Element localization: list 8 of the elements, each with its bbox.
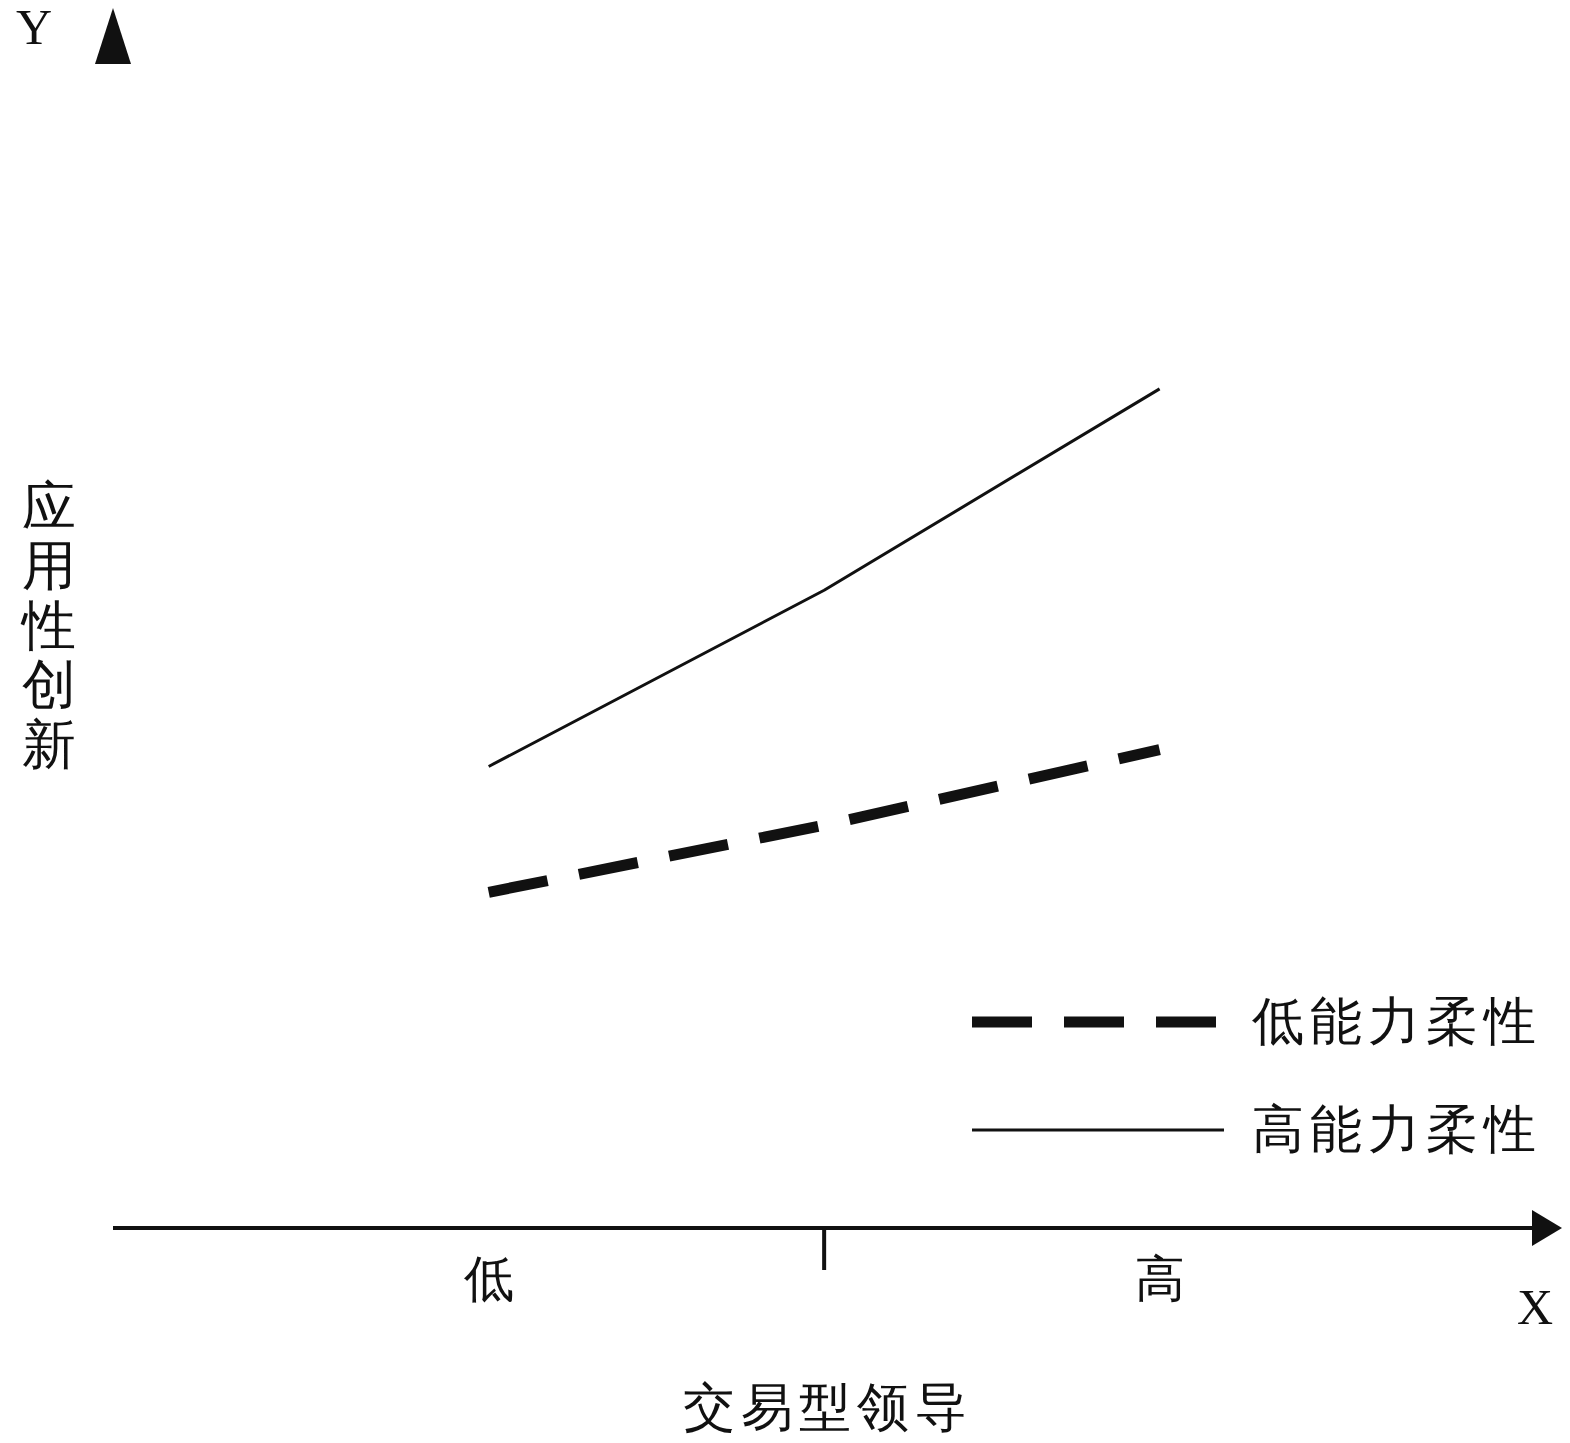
legend-label: 低能力柔性 bbox=[1252, 992, 1542, 1052]
text: X bbox=[1517, 1278, 1554, 1336]
x-tick-label: 高 bbox=[1134, 1251, 1185, 1307]
y-axis-title: 应用性创新 bbox=[22, 477, 77, 775]
x-tick-label: 低 bbox=[463, 1251, 514, 1307]
text: Y bbox=[16, 0, 53, 56]
legend-label: 高能力柔性 bbox=[1252, 1100, 1542, 1160]
x-axis-title: 交易型领导 bbox=[681, 1378, 974, 1438]
